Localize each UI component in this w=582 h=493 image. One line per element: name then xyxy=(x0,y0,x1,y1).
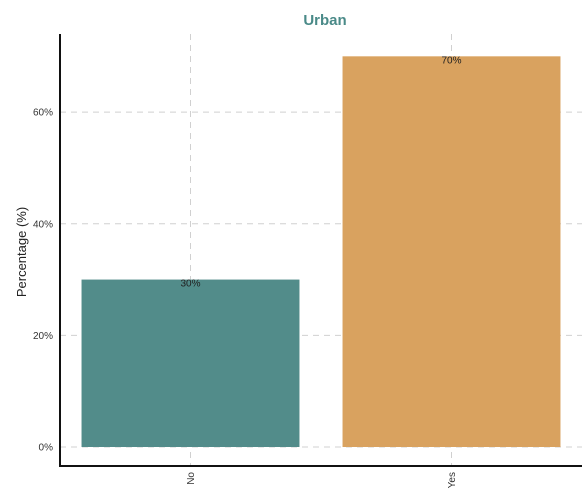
y-tick-label-0: 0% xyxy=(39,443,54,454)
bar-no xyxy=(81,279,300,447)
data-labels: 30% 70% xyxy=(180,55,461,289)
y-tick-label-2: 40% xyxy=(33,219,53,230)
bar-yes xyxy=(342,56,561,447)
bars xyxy=(81,56,561,447)
y-tick-labels: 0% 20% 40% 60% xyxy=(33,108,53,454)
data-label-yes: 70% xyxy=(441,55,461,66)
axes xyxy=(59,34,582,467)
x-tick-label-no: No xyxy=(186,472,197,485)
y-axis-title: Percentage (%) xyxy=(14,207,29,297)
chart-title: Urban xyxy=(303,12,346,29)
data-label-no: 30% xyxy=(180,279,200,290)
y-tick-label-3: 60% xyxy=(33,108,53,119)
x-tick-labels: No Yes xyxy=(186,472,458,489)
x-tick-label-yes: Yes xyxy=(447,472,458,488)
y-tick-label-1: 20% xyxy=(33,331,53,342)
